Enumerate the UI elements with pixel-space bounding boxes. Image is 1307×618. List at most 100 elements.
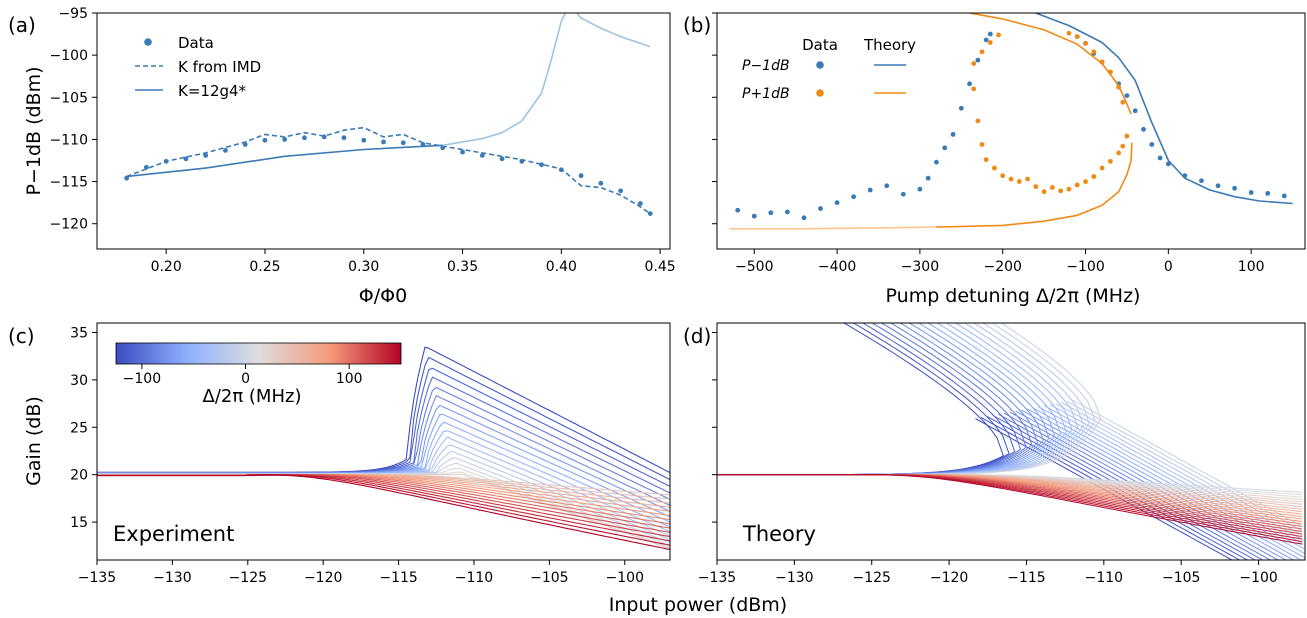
colorbar-ticks: −100 0 100 bbox=[123, 364, 363, 387]
y-tick-label: 15 bbox=[70, 515, 88, 531]
gain-curve-theory bbox=[717, 323, 1022, 476]
panel-a-label: (a) bbox=[8, 13, 36, 37]
data-point bbox=[400, 140, 406, 146]
data-point bbox=[1141, 126, 1146, 132]
data-point bbox=[1016, 179, 1022, 184]
x-tick-label: 0.45 bbox=[645, 259, 676, 275]
data-point bbox=[934, 159, 939, 165]
gain-curve-theory bbox=[717, 323, 1010, 476]
gain-curve-theory bbox=[717, 323, 1039, 476]
series-p-1db-data bbox=[735, 31, 1287, 221]
gain-curve-theory bbox=[717, 474, 1302, 545]
data-point bbox=[975, 118, 981, 124]
series-p-1db-data bbox=[971, 86, 1130, 195]
gain-curve-theory bbox=[717, 323, 1027, 476]
colorbar: −100 0 100 Δ/2π (MHz) bbox=[115, 342, 402, 407]
data-point bbox=[751, 213, 757, 219]
data-point bbox=[801, 215, 807, 221]
x-tick-label: −105 bbox=[530, 570, 568, 586]
x-tick-label: −115 bbox=[1007, 570, 1045, 586]
legend-row-label-p1db: P+1dB bbox=[742, 86, 790, 102]
gain-curve-theory-branch bbox=[1043, 405, 1305, 550]
series-line-k-from-imd bbox=[126, 126, 651, 215]
colorbar-label: Δ/2π (MHz) bbox=[203, 386, 302, 407]
panel-a-xlabel: Φ/Φ0 bbox=[359, 285, 407, 307]
gain-curve-theory-branch bbox=[1009, 411, 1280, 560]
data-point bbox=[987, 31, 993, 37]
x-tick-label: 0.20 bbox=[151, 259, 182, 275]
x-tick-label: 0.30 bbox=[348, 259, 379, 275]
gain-curve-theory-branch bbox=[1066, 400, 1303, 532]
x-tick-label: −120 bbox=[930, 570, 968, 586]
panel-b-frame bbox=[716, 12, 1306, 250]
data-point bbox=[1008, 176, 1014, 182]
panel-d-y-axis bbox=[712, 331, 717, 523]
y-tick-label: 30 bbox=[70, 373, 88, 389]
data-point bbox=[950, 131, 956, 137]
data-point bbox=[884, 183, 890, 189]
data-point bbox=[381, 139, 386, 145]
data-point bbox=[979, 142, 985, 147]
data-point bbox=[242, 142, 248, 147]
data-point bbox=[971, 61, 977, 66]
x-tick-label: −110 bbox=[455, 570, 493, 586]
data-point bbox=[1066, 30, 1072, 36]
data-point bbox=[1116, 150, 1122, 156]
panel-c-annotation: Experiment bbox=[113, 522, 234, 546]
gain-curve-theory-branch bbox=[986, 415, 1249, 560]
legend-row-label-m1db: P−1dB bbox=[742, 58, 790, 74]
x-tick-label: −135 bbox=[698, 570, 736, 586]
x-tick-label: −130 bbox=[775, 570, 813, 586]
panel-b-x-axis: −500 −400 −300 −200 −100 0 100 bbox=[735, 249, 1265, 275]
data-point bbox=[499, 156, 505, 162]
data-point bbox=[262, 137, 268, 143]
data-point bbox=[1107, 158, 1113, 164]
panel-a-legend: Data K from IMD K=12g4* bbox=[135, 34, 261, 100]
data-point bbox=[1265, 190, 1271, 196]
data-point bbox=[203, 153, 209, 158]
panel-a-plot-area bbox=[124, 13, 653, 217]
panel-c-ylabel: Gain (dB) bbox=[23, 396, 45, 486]
data-point bbox=[1232, 185, 1238, 191]
data-point bbox=[1074, 182, 1080, 188]
x-tick-label: −100 bbox=[1066, 259, 1104, 275]
panel-c: (c) −135 −130 −125 −120 −115 −110 −105 −100 15 2… bbox=[8, 322, 671, 586]
gain-curve-experiment bbox=[97, 346, 670, 474]
panel-b-label: (b) bbox=[683, 13, 711, 37]
data-point bbox=[942, 145, 948, 151]
x-tick-label: −110 bbox=[1085, 570, 1123, 586]
data-point bbox=[1157, 155, 1163, 161]
panel-d-annotation: Theory bbox=[742, 522, 816, 546]
data-point bbox=[361, 137, 367, 143]
data-point bbox=[1124, 133, 1130, 139]
data-point bbox=[1149, 142, 1155, 147]
x-tick-label: 0.35 bbox=[447, 259, 478, 275]
y-tick-label: 25 bbox=[70, 420, 88, 436]
data-point bbox=[302, 135, 307, 141]
x-tick-label: −400 bbox=[818, 259, 856, 275]
data-point bbox=[1248, 190, 1254, 195]
gain-curve-theory bbox=[717, 323, 1044, 476]
y-tick-label: −105 bbox=[50, 90, 88, 106]
data-point bbox=[992, 165, 997, 171]
panel-d-frame bbox=[716, 322, 1306, 561]
data-point bbox=[183, 156, 189, 162]
gain-curve-experiment bbox=[97, 474, 670, 529]
data-point bbox=[1041, 189, 1047, 195]
panel-d-plot-area bbox=[717, 323, 1305, 560]
data-point bbox=[460, 149, 465, 155]
data-point bbox=[917, 186, 923, 192]
series-line-p-1db-theory-lower- bbox=[936, 142, 1133, 228]
gain-curve-experiment bbox=[97, 474, 670, 551]
data-point bbox=[1050, 185, 1055, 190]
panel-c-frame bbox=[96, 322, 671, 561]
data-point bbox=[925, 175, 931, 181]
x-tick-label: −135 bbox=[78, 570, 116, 586]
panel-a-x-axis: 0.20 0.25 0.30 0.35 0.40 0.45 bbox=[151, 249, 676, 275]
panel-a: (a) 0.20 0.25 0.30 0.35 0.40 0.45 −120 −115 −11… bbox=[8, 6, 676, 307]
series-line-k-12g4-light-right-branch- bbox=[576, 13, 651, 48]
data-point bbox=[768, 210, 774, 216]
data-point bbox=[967, 81, 972, 87]
gain-curve-theory-branch bbox=[1055, 402, 1304, 541]
